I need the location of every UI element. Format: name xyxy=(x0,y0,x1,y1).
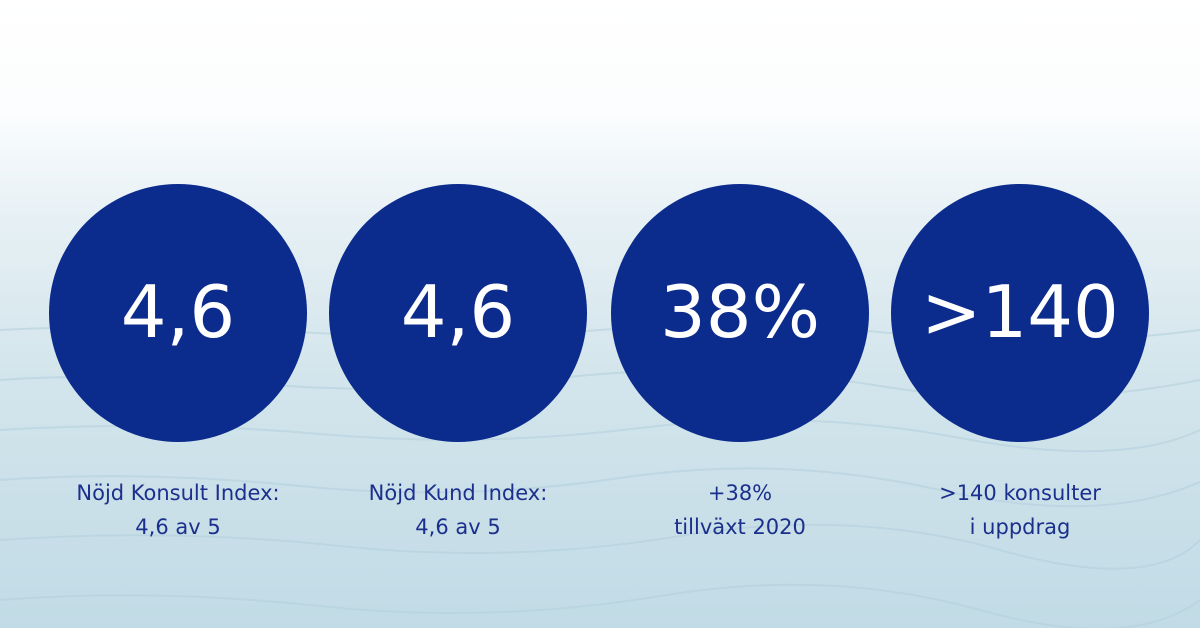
stat-caption: >140 konsulter xyxy=(939,481,1101,505)
stat-value: 4,6 xyxy=(121,270,236,354)
stat-circle xyxy=(329,184,587,442)
stat: 4,6 Nöjd Kund Index: 4,6 av 5 xyxy=(329,184,587,539)
stat-circle xyxy=(611,184,869,442)
stat-circle xyxy=(891,184,1149,442)
stat: 4,6 Nöjd Konsult Index: 4,6 av 5 xyxy=(49,184,307,539)
stat-value: 4,6 xyxy=(401,270,516,354)
stat-caption: 4,6 av 5 xyxy=(135,515,220,539)
stat: 38% +38% tillväxt 2020 xyxy=(611,184,869,539)
stat-value: >140 xyxy=(921,270,1119,354)
stat-caption: Nöjd Kund Index: xyxy=(369,481,548,505)
stat-caption: i uppdrag xyxy=(970,515,1071,539)
stat-caption: tillväxt 2020 xyxy=(674,515,806,539)
stat-caption: +38% xyxy=(708,481,772,505)
stat-circle xyxy=(49,184,307,442)
stats: 4,6 Nöjd Konsult Index: 4,6 av 5 4,6 Nöjd Ku… xyxy=(49,184,1149,539)
stat-caption: Nöjd Konsult Index: xyxy=(76,481,279,505)
stat: >140 >140 konsulter i uppdrag xyxy=(891,184,1149,539)
stat-caption: 4,6 av 5 xyxy=(415,515,500,539)
stat-value: 38% xyxy=(660,270,820,354)
